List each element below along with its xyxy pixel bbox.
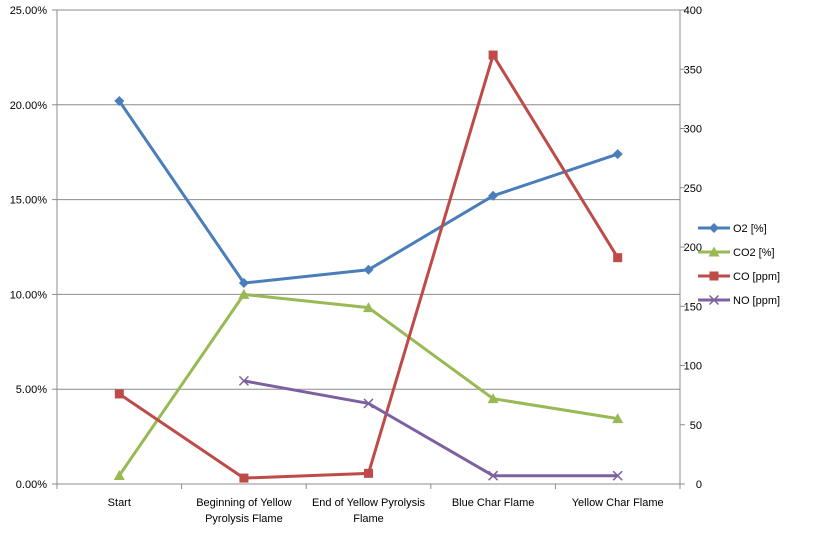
series-co-ppm bbox=[114, 50, 623, 483]
series bbox=[113, 50, 624, 483]
category-labels: Start Beginning of Yellow Pyrolysis Flame E… bbox=[108, 497, 664, 525]
series-no-ppm bbox=[238, 375, 623, 481]
data-point bbox=[238, 288, 250, 299]
legend-label: CO2 [%] bbox=[733, 247, 775, 259]
legend-label: CO [ppm] bbox=[733, 271, 780, 283]
series-line bbox=[118, 292, 618, 477]
data-point bbox=[612, 413, 624, 424]
left-axis-ticks: 0.00% 5.00% 10.00% 15.00% 20.00% 25.00% bbox=[10, 5, 48, 491]
data-point bbox=[488, 470, 499, 481]
data-point bbox=[487, 393, 499, 404]
right-axis-ticks: 0 50 100 150 200 250 300 350 400 bbox=[684, 5, 702, 491]
right-tick-label: 50 bbox=[690, 420, 702, 432]
right-tick-label: 100 bbox=[684, 361, 702, 373]
category-label: Pyrolysis Flame bbox=[205, 513, 283, 525]
category-label: End of Yellow Pyrolysis bbox=[312, 497, 426, 509]
gridlines bbox=[57, 9, 680, 390]
legend-item: CO2 [%] bbox=[698, 246, 775, 259]
data-point bbox=[364, 468, 373, 478]
category-label: Yellow Char Flame bbox=[572, 497, 664, 509]
data-point bbox=[363, 398, 374, 409]
data-point bbox=[708, 294, 720, 306]
left-tick-label: 15.00% bbox=[10, 195, 48, 207]
right-tick-label: 250 bbox=[684, 183, 702, 195]
data-point bbox=[709, 271, 719, 281]
right-tick-label: 200 bbox=[684, 242, 702, 254]
data-point bbox=[708, 246, 720, 257]
data-point bbox=[238, 278, 249, 289]
left-tick-label: 25.00% bbox=[10, 5, 48, 17]
right-tick-label: 400 bbox=[684, 5, 702, 17]
category-label: Flame bbox=[353, 513, 384, 525]
data-point-stroke bbox=[238, 375, 249, 386]
legend-item: O2 [%] bbox=[698, 223, 767, 235]
data-point bbox=[238, 375, 249, 386]
legend: O2 [%] CO2 [%] CO [ppm] NO [ppm] bbox=[698, 223, 780, 307]
data-point bbox=[613, 253, 623, 263]
data-point bbox=[114, 389, 124, 399]
data-point bbox=[612, 149, 623, 160]
data-point-stroke bbox=[488, 470, 499, 481]
category-label: Beginning of Yellow bbox=[196, 497, 291, 509]
left-tick-label: 5.00% bbox=[16, 384, 47, 396]
legend-item: NO [ppm] bbox=[698, 294, 780, 307]
left-tick-label: 20.00% bbox=[10, 100, 48, 112]
data-point bbox=[239, 473, 249, 483]
series-o2 bbox=[114, 96, 623, 289]
right-tick-label: 150 bbox=[684, 301, 702, 313]
series-co2 bbox=[113, 288, 624, 480]
data-point bbox=[488, 190, 499, 201]
data-point bbox=[113, 469, 125, 480]
data-point bbox=[488, 50, 498, 60]
category-label: Blue Char Flame bbox=[452, 497, 535, 509]
data-point bbox=[114, 96, 125, 107]
data-point-stroke bbox=[612, 470, 623, 481]
category-label: Start bbox=[108, 497, 131, 509]
left-tick-label: 10.00% bbox=[10, 289, 48, 301]
right-tick-label: 0 bbox=[696, 479, 702, 491]
axes bbox=[52, 9, 685, 489]
data-point bbox=[612, 470, 623, 481]
data-point bbox=[363, 302, 374, 313]
data-point-stroke bbox=[363, 398, 374, 409]
right-tick-label: 350 bbox=[684, 64, 702, 76]
data-point bbox=[363, 264, 374, 275]
legend-label: NO [ppm] bbox=[733, 295, 780, 307]
data-point-stroke bbox=[708, 294, 720, 306]
legend-item: CO [ppm] bbox=[698, 271, 780, 283]
series-line bbox=[118, 100, 619, 285]
data-point bbox=[709, 223, 719, 233]
left-tick-label: 0.00% bbox=[16, 479, 47, 491]
legend-label: O2 [%] bbox=[733, 223, 767, 235]
right-tick-label: 300 bbox=[684, 124, 702, 136]
series-line bbox=[243, 379, 618, 478]
